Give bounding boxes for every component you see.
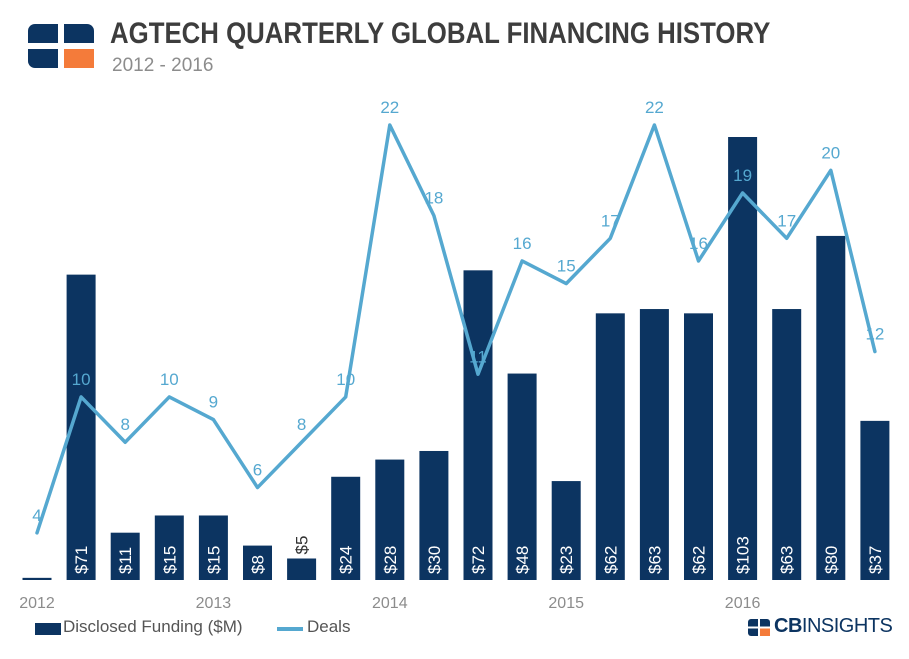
bar xyxy=(375,459,405,580)
line-data-label: 15 xyxy=(557,257,576,276)
line-data-label: 17 xyxy=(601,211,620,230)
legend-swatch-line xyxy=(277,627,303,631)
line-data-label: 17 xyxy=(777,211,796,230)
line-data-label: 10 xyxy=(336,370,355,389)
line-data-label: 16 xyxy=(689,234,708,253)
bar xyxy=(110,532,140,580)
bar-data-label: $80 xyxy=(822,546,841,574)
cb-logo-icon xyxy=(28,24,94,68)
bar-data-label: $48 xyxy=(513,546,532,574)
line-data-label: 10 xyxy=(160,370,179,389)
bar-data-label: $15 xyxy=(204,546,223,574)
bar xyxy=(816,235,846,580)
bar-data-label: $63 xyxy=(645,546,664,574)
brand-text: CBINSIGHTS xyxy=(774,615,893,638)
bar-data-label: $28 xyxy=(381,546,400,574)
bar xyxy=(507,373,537,580)
line-data-label: 9 xyxy=(209,393,218,412)
bar-data-label: $15 xyxy=(160,546,179,574)
bar xyxy=(154,515,184,580)
brand-text-light: INSIGHTS xyxy=(801,615,893,637)
line-data-label: 12 xyxy=(865,325,884,344)
bar-data-label: $23 xyxy=(557,546,576,574)
x-tick-label: 2012 xyxy=(19,595,55,612)
bar-data-label: $5 xyxy=(293,536,312,555)
chart-subtitle: 2012 - 2016 xyxy=(112,55,214,76)
bar-data-label: $24 xyxy=(337,546,356,574)
bar xyxy=(198,515,228,580)
line-data-label: 22 xyxy=(645,98,664,117)
bar xyxy=(331,476,361,580)
line-data-label: 8 xyxy=(297,415,306,434)
bar xyxy=(287,558,317,580)
bar-data-label: $103 xyxy=(734,536,753,574)
line-data-label: 19 xyxy=(733,166,752,185)
x-tick-label: 2015 xyxy=(548,595,584,612)
bar xyxy=(860,420,890,580)
bar-data-label: $37 xyxy=(866,546,885,574)
line-data-label: 11 xyxy=(469,347,487,366)
line-data-label: 22 xyxy=(380,98,399,117)
line-data-label: 10 xyxy=(72,370,91,389)
legend-label-funding: Disclosed Funding ($M) xyxy=(63,617,243,636)
line-data-label: 18 xyxy=(424,189,443,208)
line-data-label: 20 xyxy=(821,143,840,162)
x-tick-label: 2014 xyxy=(372,595,408,612)
legend-label-deals: Deals xyxy=(307,617,351,636)
bar xyxy=(684,313,713,580)
chart-title: AGTECH QUARTERLY GLOBAL FINANCING HISTOR… xyxy=(110,17,771,50)
bar-data-label: $72 xyxy=(469,546,488,574)
bar xyxy=(772,309,802,580)
bar-data-label: $11 xyxy=(116,547,135,574)
bar xyxy=(639,309,669,580)
bar-data-label: $63 xyxy=(778,546,797,574)
brand-text-bold: CB xyxy=(774,615,802,637)
bar xyxy=(595,313,625,580)
bar xyxy=(243,545,272,580)
bar xyxy=(551,481,581,580)
deals-line xyxy=(35,123,877,535)
legend-swatch-bar xyxy=(35,623,61,635)
cb-insights-brand: CBINSIGHTS xyxy=(748,615,898,641)
bar xyxy=(419,450,449,580)
bar-data-label: $71 xyxy=(72,546,91,574)
line-data-label: 6 xyxy=(253,461,262,480)
cb-insights-logo-icon xyxy=(748,619,770,636)
bar-data-label: $62 xyxy=(601,546,620,574)
bar-data-label: $30 xyxy=(425,546,444,574)
bar-data-label: $62 xyxy=(690,546,709,574)
line-data-label: 8 xyxy=(120,415,129,434)
x-tick-label: 2016 xyxy=(725,595,761,612)
bar xyxy=(22,577,52,580)
line-data-label: 4 xyxy=(32,506,41,525)
x-tick-label: 2013 xyxy=(196,595,232,612)
chart-header: AGTECH QUARTERLY GLOBAL FINANCING HISTOR… xyxy=(0,0,909,80)
line-data-label: 16 xyxy=(513,234,532,253)
bar xyxy=(463,270,493,580)
bar-data-label: $8 xyxy=(249,555,268,574)
